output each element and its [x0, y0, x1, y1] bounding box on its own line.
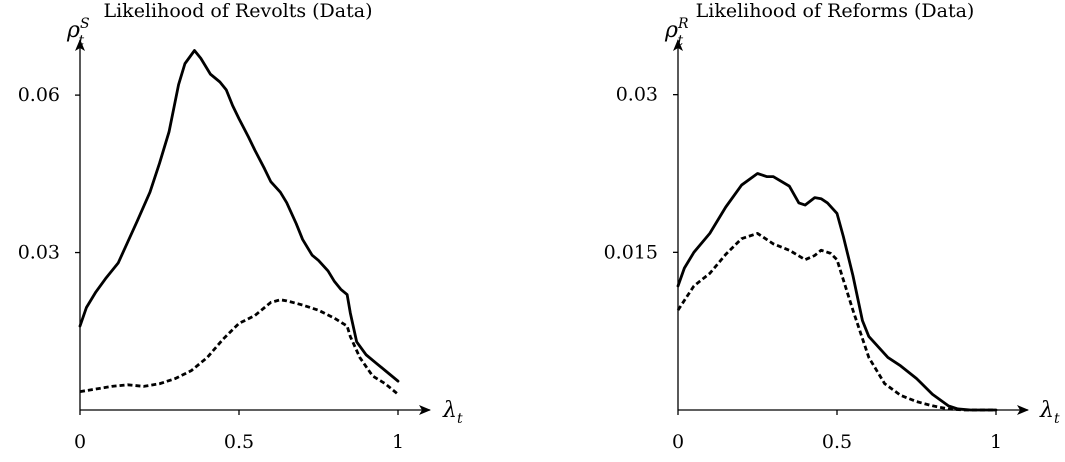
revolts-series-solid-line — [78, 49, 400, 383]
revolts-x-tick-label: 0 — [74, 431, 86, 453]
revolts-y-tick-label: 0.03 — [18, 242, 60, 264]
reforms-series-solid-line — [676, 172, 998, 412]
reforms-series-dashed-line — [676, 232, 996, 412]
revolts-ticks: 0 0.5 1 0.03 0.06 — [18, 84, 404, 453]
revolts-x-tick-label: 1 — [392, 431, 404, 453]
reforms-x-tick-label: 0.5 — [822, 431, 852, 453]
reforms-x-axis-label: λt — [1039, 398, 1060, 427]
reforms-y-tick-label: 0.015 — [604, 241, 658, 263]
reforms-ticks: 0 0.5 1 0.015 0.03 — [604, 84, 1002, 453]
revolts-y-tick-label: 0.06 — [18, 84, 60, 106]
reforms-y-axis-label: ρR t — [664, 16, 689, 49]
reforms-series — [676, 172, 998, 412]
reforms-chart: Likelihood of Reforms (Data) ρR t λt 0 0.5… — [604, 0, 1060, 453]
revolts-chart-title: Likelihood of Revolts (Data) — [103, 0, 372, 22]
revolts-x-axis-label: λt — [442, 398, 463, 427]
reforms-x-tick-label: 0 — [672, 431, 684, 453]
revolts-x-tick-label: 0.5 — [224, 431, 254, 453]
revolts-series — [78, 49, 400, 396]
revolts-y-axis-label: ρS t — [66, 16, 90, 49]
reforms-y-tick-label: 0.03 — [616, 84, 658, 106]
revolts-chart: Likelihood of Revolts (Data) ρS t λt 0 0.5… — [18, 0, 463, 453]
reforms-chart-title: Likelihood of Reforms (Data) — [696, 0, 975, 22]
reforms-x-tick-label: 1 — [990, 431, 1002, 453]
revolts-series-dashed-line — [79, 298, 399, 396]
